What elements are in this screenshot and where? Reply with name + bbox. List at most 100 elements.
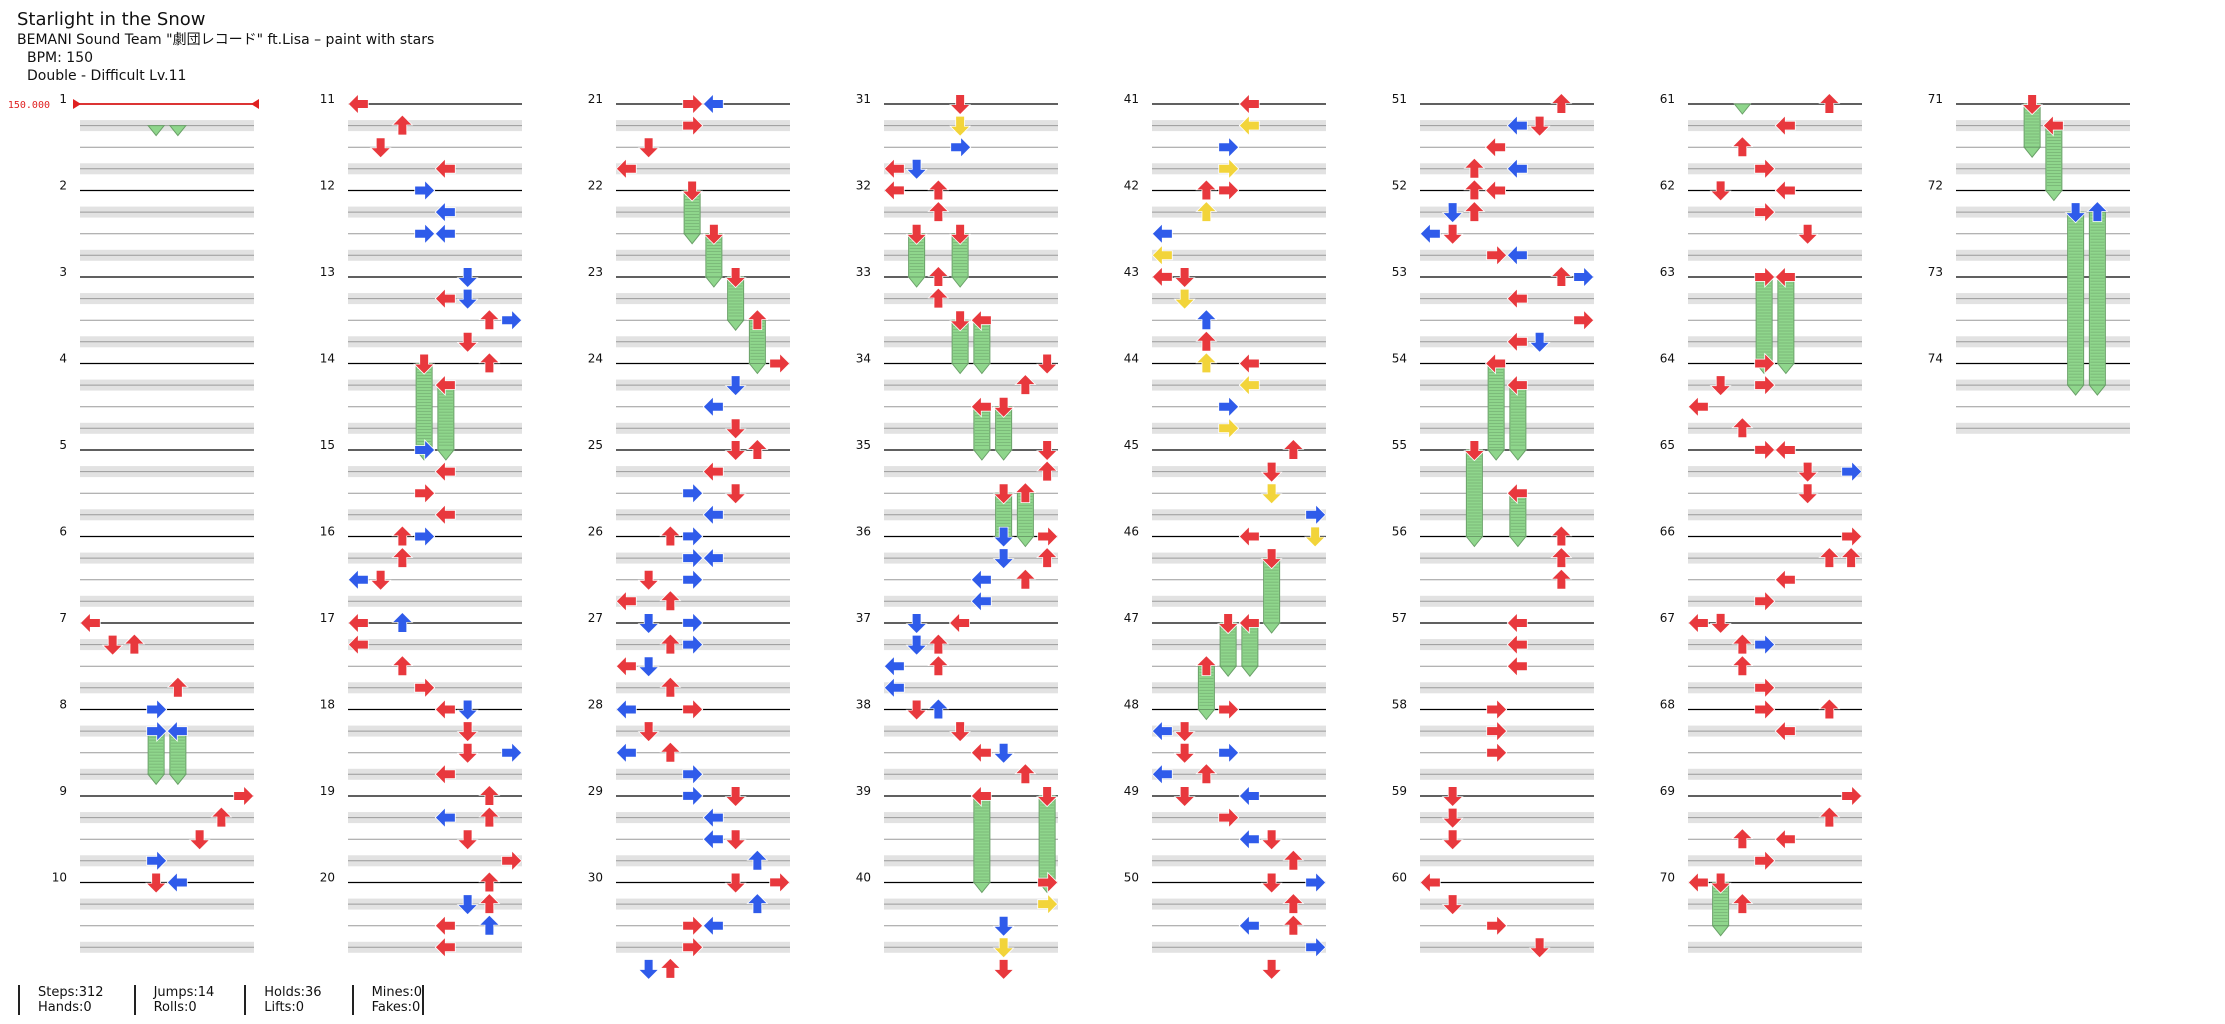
arrow-left-icon	[79, 612, 101, 634]
arrow-up-icon	[1550, 525, 1573, 547]
measure-3: 3	[59, 265, 254, 348]
arrow-right-icon	[1305, 503, 1327, 526]
hold-body	[994, 406, 1013, 461]
arrow-left-icon	[1151, 222, 1173, 245]
arrow-left-icon	[1774, 114, 1796, 137]
stat-lifts: Lifts:0	[264, 1000, 304, 1015]
arrow-left-icon	[615, 590, 637, 613]
measure-31: 31	[856, 92, 1058, 175]
arrow-right-icon	[414, 222, 436, 245]
arrow-up-icon	[1818, 546, 1841, 568]
arrow-up-icon	[1195, 200, 1218, 222]
measure-46: 46	[1124, 525, 1326, 607]
arrow-down-icon	[992, 548, 1015, 570]
measure-number: 73	[1928, 265, 1943, 279]
hold-body	[1508, 384, 1527, 461]
hold-body	[147, 730, 166, 786]
measure-number: 29	[588, 784, 603, 798]
arrow-left-icon	[1506, 114, 1528, 137]
arrow-left-icon	[434, 936, 456, 959]
arrow-left-icon	[434, 201, 456, 224]
arrow-left-icon	[347, 568, 369, 591]
arrow-up-icon	[1195, 309, 1218, 331]
arrow-down-icon	[637, 656, 660, 678]
measure-number: 66	[1660, 525, 1675, 539]
measure-number: 18	[320, 698, 335, 712]
measure-number: 63	[1660, 265, 1675, 279]
arrow-left-icon	[1238, 114, 1260, 137]
arrow-down-icon	[1173, 786, 1196, 808]
arrow-left-icon	[1484, 179, 1506, 202]
measure-62: 62	[1660, 179, 1862, 261]
arrow-left-icon	[434, 374, 456, 397]
stat-group-jumps: Jumps:14 Rolls:0	[133, 985, 245, 1015]
measure-number: 33	[856, 265, 871, 279]
measure-2: 2	[59, 179, 254, 261]
arrow-down-icon	[1463, 440, 1486, 462]
arrow-down-icon	[637, 959, 660, 981]
hold-body	[972, 406, 991, 461]
arrow-down-icon	[1796, 461, 1819, 483]
arrow-up-icon	[1014, 568, 1037, 590]
arrow-up-icon	[1550, 92, 1573, 114]
measure-44: 44	[1124, 352, 1326, 434]
measure-47: 47	[1124, 611, 1326, 694]
arrow-up-icon	[391, 655, 414, 677]
hold-body	[748, 319, 767, 375]
arrow-down-icon	[1173, 267, 1196, 289]
arrow-left-icon	[1151, 763, 1173, 786]
measure-number: 62	[1660, 179, 1675, 193]
bpm-marker: 150.000	[8, 99, 259, 111]
measure-number: 2	[59, 179, 67, 193]
arrow-left-icon	[1506, 374, 1528, 397]
arrow-down-icon	[905, 699, 928, 721]
measure-number: 67	[1660, 611, 1675, 625]
arrow-right-icon	[1037, 871, 1059, 894]
arrow-up-icon	[1014, 482, 1037, 504]
stat-jumps: Jumps:14	[153, 985, 215, 1000]
arrow-left-icon	[702, 395, 724, 418]
measure-number: 31	[856, 92, 871, 106]
arrow-left-icon	[1238, 914, 1260, 937]
arrow-down-icon	[992, 937, 1015, 959]
arrow-down-icon	[949, 115, 972, 137]
measure-number: 7	[59, 611, 67, 625]
bpm-arrow-right	[251, 99, 259, 109]
arrow-down-icon	[992, 959, 1015, 981]
arrow-up-icon	[927, 200, 950, 222]
arrow-down-icon	[456, 721, 479, 743]
stat-group-mines: Mines:0 Fakes:0	[351, 985, 425, 1015]
measure-number: 65	[1660, 438, 1675, 452]
stat-steps: Steps:312	[38, 985, 104, 1000]
measure-number: 23	[588, 265, 603, 279]
arrow-up-icon	[927, 655, 950, 677]
hold-body	[2044, 125, 2063, 202]
arrow-down-icon	[949, 721, 972, 743]
arrow-up-icon	[1463, 200, 1486, 222]
arrow-up-icon	[1282, 914, 1305, 936]
measure-number: 28	[588, 698, 603, 712]
arrow-left-icon	[615, 157, 637, 180]
arrow-right-icon	[1754, 633, 1776, 656]
measure-74: 74	[1928, 352, 2130, 434]
arrow-down-icon	[1528, 115, 1551, 137]
chart-stats: Steps:312 Hands:0 Jumps:14 Rolls:0 Holds…	[18, 985, 425, 1015]
measure-number: 25	[588, 438, 603, 452]
arrow-right-icon	[1841, 525, 1863, 548]
arrow-up-icon	[746, 849, 769, 871]
arrow-up-icon	[478, 871, 501, 893]
arrow-up-icon	[659, 633, 682, 655]
measure-number: 30	[588, 871, 603, 885]
arrow-up-icon	[478, 309, 501, 331]
arrow-left-icon	[883, 655, 905, 678]
arrow-down-icon	[1304, 526, 1327, 548]
measure-number: 15	[320, 438, 335, 452]
measure-number: 35	[856, 438, 871, 452]
arrow-up-icon	[210, 806, 233, 828]
arrow-left-icon	[970, 309, 992, 332]
measure-43: 43	[1124, 265, 1326, 348]
arrow-left-icon	[434, 157, 456, 180]
measure-10: 10	[52, 871, 254, 953]
arrow-left-icon	[1151, 265, 1173, 288]
